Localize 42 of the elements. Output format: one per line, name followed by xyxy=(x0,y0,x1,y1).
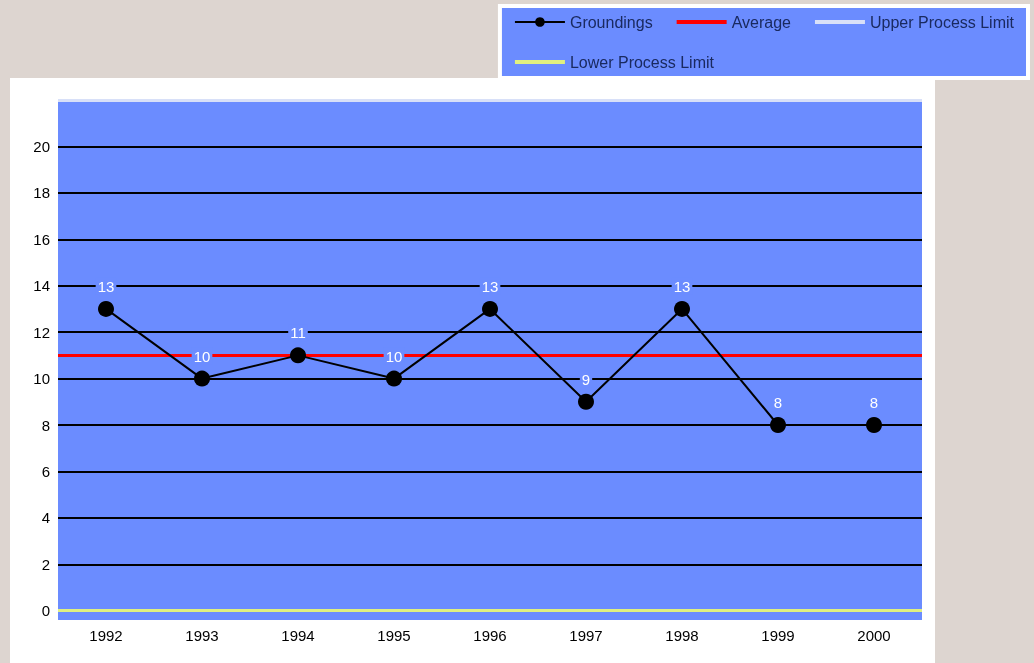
x-tick-label: 1999 xyxy=(761,627,795,644)
data-label: 13 xyxy=(97,277,115,295)
y-tick-label: 12 xyxy=(33,323,50,341)
point xyxy=(674,300,690,317)
point xyxy=(290,347,306,364)
x-tick-label: 1993 xyxy=(185,627,219,644)
x-tick-label: 1992 xyxy=(89,627,123,644)
legend-label: Lower Process Limit xyxy=(569,53,715,71)
data-label: 9 xyxy=(581,370,591,388)
data-label: 10 xyxy=(385,347,403,365)
point xyxy=(482,300,498,317)
legend-label: Groundings xyxy=(569,13,653,31)
legend-label: Upper Process Limit xyxy=(869,13,1015,31)
x-tick-label: 1996 xyxy=(473,627,507,644)
point xyxy=(98,300,114,317)
data-label: 8 xyxy=(869,394,879,411)
y-tick-label: 18 xyxy=(33,184,50,202)
data-label: 13 xyxy=(673,277,691,295)
x-tick-label: 1998 xyxy=(665,627,699,644)
data-label: 13 xyxy=(481,277,499,295)
x-tick-label: 1997 xyxy=(569,627,603,644)
y-tick-label: 2 xyxy=(41,555,50,573)
y-tick-label: 8 xyxy=(41,416,50,434)
y-tick-label: 14 xyxy=(33,277,50,295)
point xyxy=(578,393,594,410)
point xyxy=(770,417,786,433)
data-label: 8 xyxy=(773,394,783,411)
point xyxy=(386,370,402,387)
y-tick-label: 10 xyxy=(33,370,50,388)
point xyxy=(194,370,210,387)
y-tick-label: 4 xyxy=(41,509,50,527)
x-tick-label: 1995 xyxy=(377,627,411,644)
point xyxy=(866,417,882,433)
x-tick-label: 2000 xyxy=(857,627,891,644)
y-tick-label: 16 xyxy=(33,230,50,248)
legend-label: Average xyxy=(731,13,792,31)
y-tick-label: 6 xyxy=(41,462,50,480)
data-label: 11 xyxy=(290,324,306,342)
y-tick-label: 0 xyxy=(41,602,50,620)
data-label: 10 xyxy=(193,347,211,365)
y-tick-label: 20 xyxy=(33,137,50,155)
x-tick-label: 1994 xyxy=(281,627,315,644)
